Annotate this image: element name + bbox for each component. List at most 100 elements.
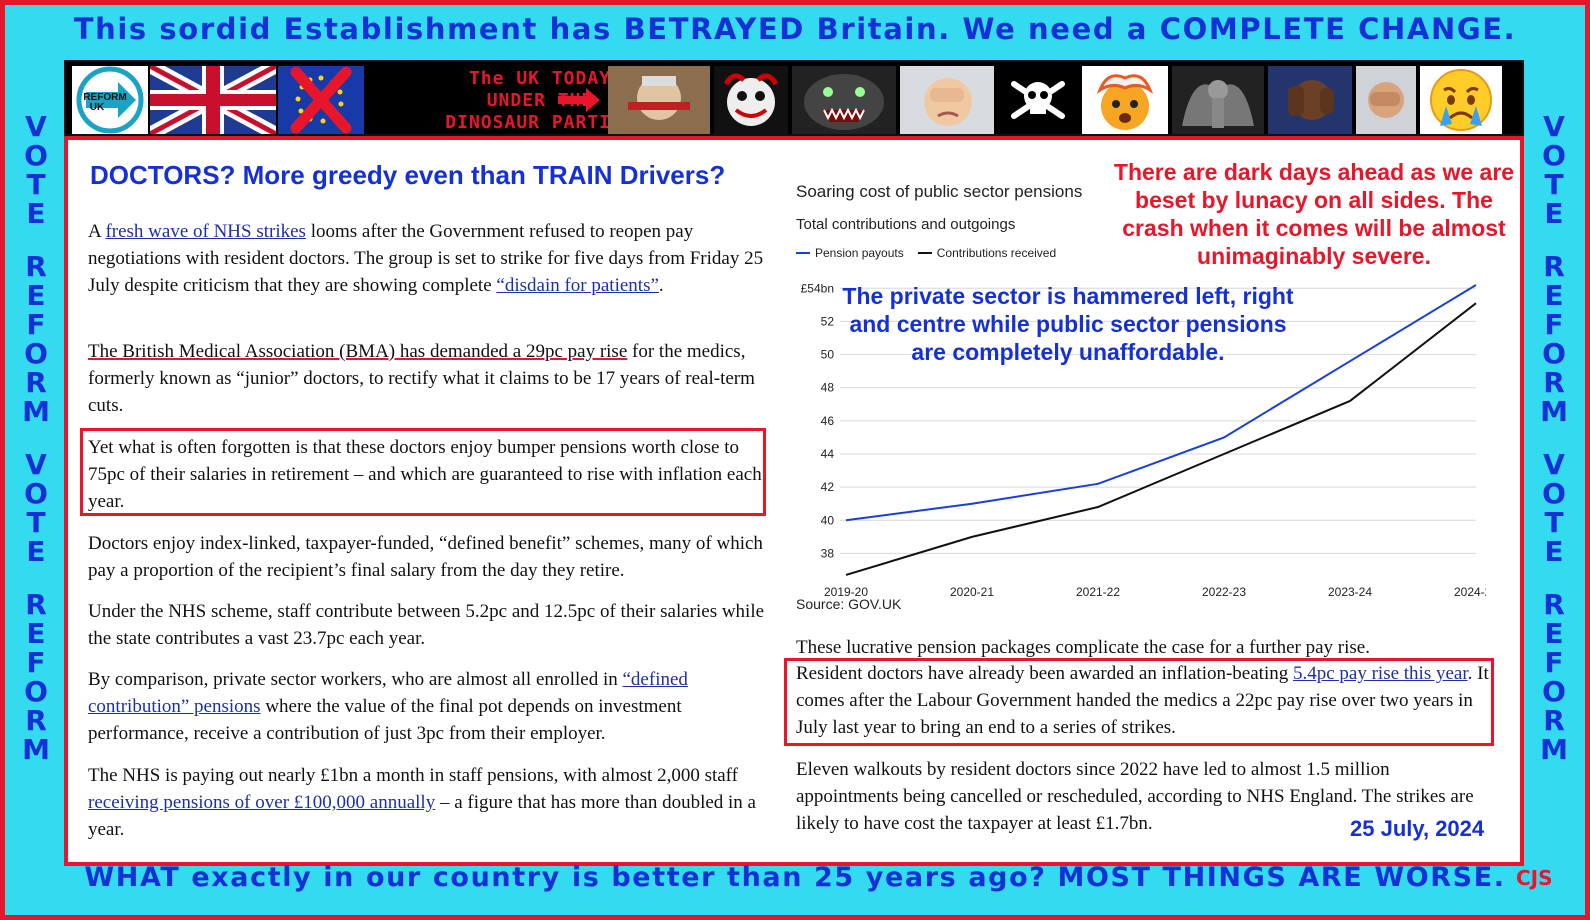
side-left-letter: F <box>26 646 46 679</box>
side-left-letter: R <box>25 704 47 737</box>
bottom-banner: WHAT exactly in our country is better th… <box>84 862 1506 893</box>
p7-text-a: The NHS is paying out nearly £1bn a mont… <box>88 765 738 786</box>
x-tick-label: 2021-22 <box>1076 585 1120 596</box>
p1-text-b: looms after the Government refused to re… <box>88 221 764 296</box>
y-tick-label: 38 <box>821 546 835 560</box>
paragraph-strikes: A fresh wave of NHS strikes looms after … <box>88 218 778 299</box>
gagged-man-image <box>608 66 710 134</box>
paragraph-bumper-pensions: Yet what is often forgotten is that thes… <box>88 437 762 512</box>
p7-text-b: – a figure that has more than doubled in… <box>88 792 756 840</box>
side-right-letter: T <box>1544 506 1564 539</box>
side-right-letter: M <box>1540 733 1568 766</box>
eu-flag-crossed-icon <box>278 66 364 134</box>
r2-text-a: Resident doctors have already been award… <box>796 663 1293 684</box>
strip-caption-line-1: The UK TODAY <box>468 68 612 89</box>
skull-crossbones-icon <box>998 66 1078 134</box>
side-left-letter: T <box>26 506 46 539</box>
side-right-letter: R <box>1543 366 1565 399</box>
paragraph-bma-demand: The British Medical Association (BMA) ha… <box>88 338 778 419</box>
side-right-letter: V <box>1543 110 1565 143</box>
article-panel: DOCTORS? More greedy even than TRAIN Dri… <box>64 136 1524 866</box>
union-jack-flag-icon <box>150 66 276 134</box>
top-banner: This sordid Establishment has BETRAYED B… <box>73 12 1517 46</box>
series-line-pension-payouts <box>845 284 1477 522</box>
side-left-letter: O <box>24 675 48 708</box>
crying-baby-image <box>900 66 994 134</box>
x-tick-label: 2019-20 <box>824 585 868 596</box>
exploding-head-emoji-icon <box>1082 66 1168 134</box>
y-tick-label: 42 <box>821 480 835 494</box>
chart-legend: Pension payouts Contributions received <box>796 246 1056 260</box>
highlight-box-pay-rise <box>784 658 1494 746</box>
link-defined-contribution[interactable]: “defined contribution” pensions <box>88 669 688 717</box>
side-left-letter: V <box>25 448 47 481</box>
paragraph-pay-rise: Resident doctors have already been award… <box>796 660 1506 741</box>
legend-label-contributions: Contributions received <box>936 246 1057 260</box>
x-tick-label: 2024-25 <box>1454 585 1486 596</box>
link-disdain-for-patients[interactable]: “disdain for patients” <box>496 275 659 296</box>
chart-title: Soaring cost of public sector pensions <box>796 182 1083 201</box>
y-tick-label: 40 <box>821 513 835 527</box>
x-tick-label: 2020-21 <box>950 585 994 596</box>
legend-label-payouts: Pension payouts <box>815 246 904 260</box>
side-right-letter: E <box>1544 535 1564 568</box>
side-left-letter: E <box>26 617 46 650</box>
side-right-letter: V <box>1543 448 1565 481</box>
link-pay-rise-this-year[interactable]: 5.4pc pay rise this year <box>1292 663 1468 684</box>
image-strip: REFORM UK The UK TODAY UNDER T <box>64 60 1524 136</box>
y-tick-label: £54bn <box>801 281 834 295</box>
side-right-letter: E <box>1544 197 1564 230</box>
p1-text-c: . <box>658 275 664 296</box>
side-right-letter: F <box>1544 646 1564 679</box>
side-left-letter: V <box>25 110 47 143</box>
x-tick-label: 2023-24 <box>1328 585 1372 596</box>
article-date: 25 July, 2024 <box>1350 816 1485 841</box>
side-right-letter: T <box>1544 168 1564 201</box>
side-right-letter: O <box>1542 675 1566 708</box>
side-right-letter: E <box>1544 279 1564 312</box>
y-tick-label: 46 <box>821 414 835 428</box>
logo-text-2: UK <box>90 102 105 113</box>
snarling-beast-image <box>792 66 896 134</box>
p6-text-b: where the value of the final pot depends… <box>88 696 682 744</box>
link-nhs-strikes[interactable]: fresh wave of NHS strikes <box>105 221 306 242</box>
evil-clown-image <box>714 66 788 134</box>
legend-swatch-payouts <box>796 252 810 254</box>
pension-line-chart: £54bn 52 50 48 46 44 42 40 38 2019-20 2020-21 2021-… <box>801 281 1486 596</box>
side-left-letter: O <box>24 139 48 172</box>
side-left-letter: R <box>25 250 47 283</box>
side-right-letter: O <box>1542 139 1566 172</box>
side-right-letter: M <box>1540 395 1568 428</box>
weeping-angel-statue-image <box>1172 66 1264 134</box>
signature-cjs: CJS <box>1516 866 1553 890</box>
paragraph-defined-benefit: Doctors enjoy index-linked, taxpayer-fun… <box>88 533 763 581</box>
y-tick-label: 50 <box>821 348 835 362</box>
link-pensions-over-100k[interactable]: receiving pensions of over £100,000 annu… <box>88 792 436 813</box>
paragraph-nhs-scheme: Under the NHS scheme, staff contribute b… <box>88 601 765 649</box>
side-right-letter: F <box>1544 308 1564 341</box>
p2-text-b: for the medics, formerly known as “junio… <box>88 341 755 416</box>
p6-text-a: By comparison, private sector workers, w… <box>88 669 623 690</box>
side-right-letter: R <box>1543 704 1565 737</box>
highlight-box-pensions <box>80 428 766 516</box>
paragraph-walkouts: Eleven walkouts by resident doctors sinc… <box>796 759 1474 834</box>
logo-text-1: REFORM <box>83 92 126 103</box>
side-right-letter: O <box>1542 337 1566 370</box>
side-left-letter: O <box>24 477 48 510</box>
p1-text-a: A <box>88 221 106 242</box>
crying-emoji-icon <box>1420 66 1502 134</box>
reform-uk-logo: REFORM UK <box>72 66 148 134</box>
x-tick-label: 2022-23 <box>1202 585 1246 596</box>
warning-overlay-red: There are dark days ahead as we are bese… <box>1113 159 1515 269</box>
y-tick-label: 44 <box>821 447 835 461</box>
paragraph-lucrative-packages: These lucrative pension packages complic… <box>796 637 1370 658</box>
side-right-letter: R <box>1543 250 1565 283</box>
side-right-letter: E <box>1544 617 1564 650</box>
paragraph-private-sector: By comparison, private sector workers, w… <box>88 666 778 747</box>
